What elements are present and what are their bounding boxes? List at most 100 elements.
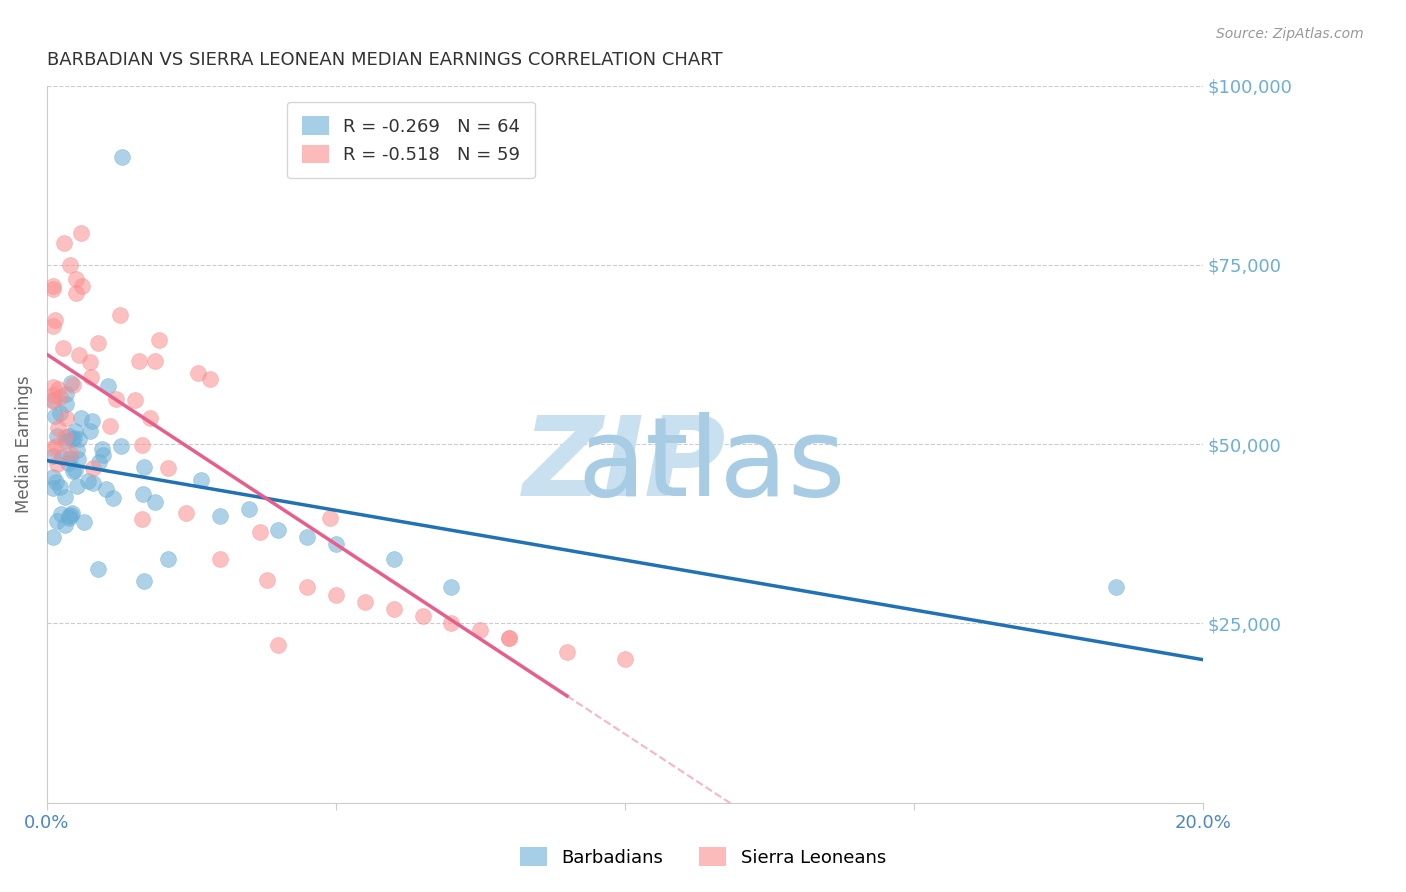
Point <box>295 530 318 544</box>
Point <box>65 286 87 301</box>
Point <box>58 509 80 524</box>
Point <box>319 511 342 525</box>
Point <box>382 602 405 616</box>
Point <box>440 581 463 595</box>
Point <box>55 429 77 443</box>
Point <box>79 425 101 439</box>
Point <box>58 428 80 442</box>
Point <box>41 441 63 455</box>
Point <box>143 495 166 509</box>
Point <box>67 348 90 362</box>
Text: BARBADIAN VS SIERRA LEONEAN MEDIAN EARNINGS CORRELATION CHART: BARBADIAN VS SIERRA LEONEAN MEDIAN EARNI… <box>46 51 723 69</box>
Point <box>44 409 66 423</box>
Point <box>49 507 72 521</box>
Point <box>44 313 66 327</box>
Point <box>157 552 180 566</box>
Point <box>66 478 89 492</box>
Point <box>613 652 636 666</box>
Point <box>132 574 155 589</box>
Point <box>52 341 75 355</box>
Point <box>110 439 132 453</box>
Point <box>190 474 212 488</box>
Point <box>48 406 70 420</box>
Point <box>143 354 166 368</box>
Point <box>382 551 405 566</box>
Point <box>440 616 463 631</box>
Point <box>238 501 260 516</box>
Point <box>45 475 67 489</box>
Point <box>67 432 90 446</box>
Legend: R = -0.269   N = 64, R = -0.518   N = 59: R = -0.269 N = 64, R = -0.518 N = 59 <box>287 102 534 178</box>
Point <box>51 450 73 464</box>
Point <box>90 442 112 457</box>
Text: ZIP: ZIP <box>523 412 727 519</box>
Point <box>41 380 63 394</box>
Point <box>138 410 160 425</box>
Point <box>134 460 156 475</box>
Point <box>46 429 69 443</box>
Point <box>156 460 179 475</box>
Point <box>67 452 90 467</box>
Point <box>131 438 153 452</box>
Point <box>498 631 520 645</box>
Point <box>128 354 150 368</box>
Point <box>94 482 117 496</box>
Point <box>198 372 221 386</box>
Point <box>69 227 91 241</box>
Point <box>98 419 121 434</box>
Point <box>498 631 520 645</box>
Point <box>53 518 76 533</box>
Point <box>58 456 80 470</box>
Point <box>124 393 146 408</box>
Point <box>55 397 77 411</box>
Point <box>97 379 120 393</box>
Point <box>41 469 63 483</box>
Point <box>104 392 127 406</box>
Point <box>59 258 82 272</box>
Point <box>132 487 155 501</box>
Point <box>1105 581 1128 595</box>
Point <box>55 434 77 449</box>
Point <box>353 595 375 609</box>
Point <box>41 481 63 495</box>
Point <box>148 334 170 348</box>
Y-axis label: Median Earnings: Median Earnings <box>15 376 32 513</box>
Point <box>45 514 67 528</box>
Point <box>53 236 76 251</box>
Point <box>82 475 104 490</box>
Legend: Barbadians, Sierra Leoneans: Barbadians, Sierra Leoneans <box>513 840 893 874</box>
Point <box>46 457 69 471</box>
Point <box>55 411 77 425</box>
Point <box>110 308 132 322</box>
Text: atlas: atlas <box>578 412 846 519</box>
Point <box>66 443 89 458</box>
Point <box>45 439 67 453</box>
Point <box>187 367 209 381</box>
Point <box>267 523 290 537</box>
Point <box>63 424 86 438</box>
Point <box>79 354 101 368</box>
Point <box>70 279 93 293</box>
Text: Source: ZipAtlas.com: Source: ZipAtlas.com <box>1216 27 1364 41</box>
Point <box>41 282 63 296</box>
Point <box>63 463 86 477</box>
Point <box>73 516 96 530</box>
Point <box>87 561 110 575</box>
Point <box>41 393 63 408</box>
Point <box>555 645 578 659</box>
Point <box>60 508 83 523</box>
Point <box>82 460 104 475</box>
Point <box>267 638 290 652</box>
Point <box>53 491 76 505</box>
Point <box>209 508 232 523</box>
Point <box>41 318 63 333</box>
Point <box>60 376 83 390</box>
Point <box>256 574 278 588</box>
Point <box>87 336 110 351</box>
Point <box>470 624 492 638</box>
Point <box>111 150 134 164</box>
Point <box>65 272 87 286</box>
Point <box>325 537 347 551</box>
Point <box>63 432 86 446</box>
Point <box>80 370 103 384</box>
